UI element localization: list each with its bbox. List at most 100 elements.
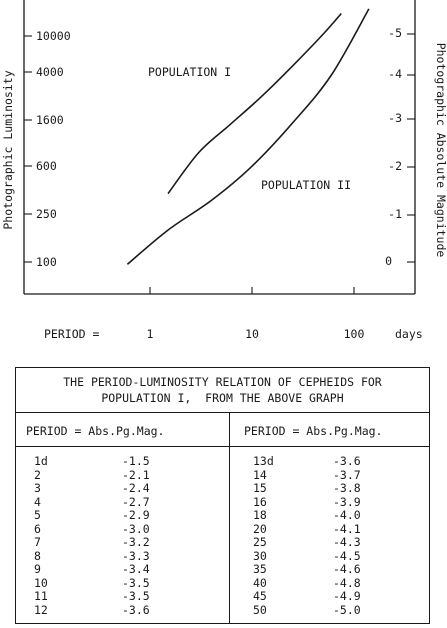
left-column: 1d -1.5 2 -2.1 3 -2.4 4 -2.7 5 -2.9 6 -3.0 7 -3.2 8 -3.… (34, 454, 214, 618)
period-cell: 30 (253, 548, 267, 563)
period-cell: 6 (34, 521, 41, 536)
period-cell: 12 (34, 602, 48, 617)
period-luminosity-chart: Photographic Luminosity Photographic Abs… (1, 0, 447, 341)
magnitude-cell: -4.0 (333, 508, 361, 522)
magnitude-cell: -3.0 (122, 521, 150, 536)
y-right-ticks: 0 -1 -2 -3 -4 -5 (385, 26, 415, 268)
x-tick-label: 1 (147, 327, 154, 341)
magnitude-cell: -3.7 (333, 467, 361, 482)
period-cell: 18 (253, 508, 267, 522)
table-row: 9 -3.4 (34, 562, 214, 577)
period-cell: 16 (253, 494, 267, 509)
table-row: 18 -4.0 (253, 508, 423, 523)
table-title: THE PERIOD-LUMINOSITY RELATION OF CEPHEI… (16, 368, 429, 413)
table-row: 14 -3.7 (253, 467, 423, 483)
magnitude-cell: -3.5 (122, 575, 150, 590)
period-cell: 45 (253, 589, 267, 603)
magnitude-cell: -4.1 (333, 521, 361, 536)
y-right-tick-label: -2 (388, 159, 402, 173)
y-left-ticks: 100 250 600 1600 4000 10000 (24, 29, 71, 269)
magnitude-cell: -3.6 (122, 602, 150, 617)
x-ticks: PERIOD = 1 10 100 days (44, 287, 423, 341)
period-cell: 11 (34, 589, 48, 603)
period-cell: 20 (253, 521, 267, 536)
period-cell: 15 (253, 481, 267, 495)
table-title-line-1: THE PERIOD-LUMINOSITY RELATION OF CEPHEI… (63, 375, 382, 389)
magnitude-cell: -3.2 (122, 535, 150, 549)
y-left-tick-label: 100 (36, 255, 57, 269)
magnitude-cell: -4.5 (333, 548, 361, 563)
magnitude-cell: -3.5 (122, 589, 150, 603)
period-cell: 3 (34, 481, 41, 495)
table-row: 12 -3.6 (34, 602, 214, 618)
population-2-label: POPULATION II (261, 178, 351, 192)
right-column: 13d -3.6 14 -3.7 15 -3.8 16 -3.9 18 -4.0 20 -4.1 25 -… (253, 454, 423, 618)
table-row: 5 -2.9 (34, 508, 214, 523)
table-row: 8 -3.3 (34, 548, 214, 564)
y-right-label: Photographic Absolute Magnitude (434, 43, 447, 258)
period-cell: 8 (34, 548, 41, 563)
table-row: 15 -3.8 (253, 481, 423, 496)
x-tick-label: 10 (245, 327, 259, 341)
magnitude-cell: -3.8 (333, 481, 361, 495)
y-right-tick-label: -1 (388, 207, 402, 221)
period-cell: 5 (34, 508, 41, 522)
period-cell: 35 (253, 562, 267, 576)
y-right-tick-label: -3 (388, 111, 402, 125)
table-row: 25 -4.3 (253, 535, 423, 550)
y-right-tick-label: -4 (388, 67, 402, 81)
x-tick-label: 100 (344, 327, 365, 341)
table-row: 40 -4.8 (253, 575, 423, 591)
header-right: PERIOD = Abs.Pg.Mag. (244, 424, 383, 438)
table-row: 3 -2.4 (34, 481, 214, 496)
magnitude-cell: -5.0 (333, 602, 361, 617)
magnitude-cell: -3.4 (122, 562, 150, 576)
period-cell: 2 (34, 467, 41, 482)
period-luminosity-table: THE PERIOD-LUMINOSITY RELATION OF CEPHEI… (15, 367, 430, 624)
magnitude-cell: -2.4 (122, 481, 150, 495)
column-divider (229, 413, 230, 623)
table-header-row: PERIOD = Abs.Pg.Mag. PERIOD = Abs.Pg.Mag… (16, 413, 429, 447)
table-row: 35 -4.6 (253, 562, 423, 577)
table-row: 1d -1.5 (34, 454, 214, 469)
y-left-tick-label: 4000 (36, 65, 64, 79)
magnitude-cell: -1.5 (122, 454, 150, 468)
table-row: 6 -3.0 (34, 521, 214, 537)
magnitude-cell: -2.1 (122, 467, 150, 482)
population-1-curve (167, 12, 342, 195)
table-row: 2 -2.1 (34, 467, 214, 483)
population-2-curve (126, 8, 370, 265)
y-left-tick-label: 1600 (36, 113, 64, 127)
magnitude-cell: -4.9 (333, 589, 361, 603)
period-cell: 9 (34, 562, 41, 576)
magnitude-cell: -2.9 (122, 508, 150, 522)
period-cell: 40 (253, 575, 267, 590)
table-row: 7 -3.2 (34, 535, 214, 550)
table-row: 16 -3.9 (253, 494, 423, 510)
table-row: 20 -4.1 (253, 521, 423, 537)
population-1-label: POPULATION I (148, 65, 231, 79)
table-row: 50 -5.0 (253, 602, 423, 618)
period-cell: 1d (34, 454, 48, 468)
table-row: 4 -2.7 (34, 494, 214, 510)
period-cell: 7 (34, 535, 41, 549)
period-cell: 50 (253, 602, 267, 617)
table-title-line-2: POPULATION I, FROM THE ABOVE GRAPH (101, 391, 344, 405)
x-unit-label: days (395, 327, 423, 341)
table-row: 30 -4.5 (253, 548, 423, 564)
magnitude-cell: -4.3 (333, 535, 361, 549)
header-left: PERIOD = Abs.Pg.Mag. (26, 424, 165, 438)
magnitude-cell: -4.6 (333, 562, 361, 576)
period-cell: 14 (253, 467, 267, 482)
magnitude-cell: -4.8 (333, 575, 361, 590)
y-left-tick-label: 250 (36, 207, 57, 221)
period-cell: 25 (253, 535, 267, 549)
magnitude-cell: -2.7 (122, 494, 150, 509)
y-right-tick-label: -5 (388, 26, 402, 40)
table-row: 11 -3.5 (34, 589, 214, 604)
y-right-tick-label: 0 (385, 254, 392, 268)
period-cell: 4 (34, 494, 41, 509)
y-left-tick-label: 10000 (36, 29, 71, 43)
magnitude-cell: -3.9 (333, 494, 361, 509)
period-cell: 13d (253, 454, 274, 468)
